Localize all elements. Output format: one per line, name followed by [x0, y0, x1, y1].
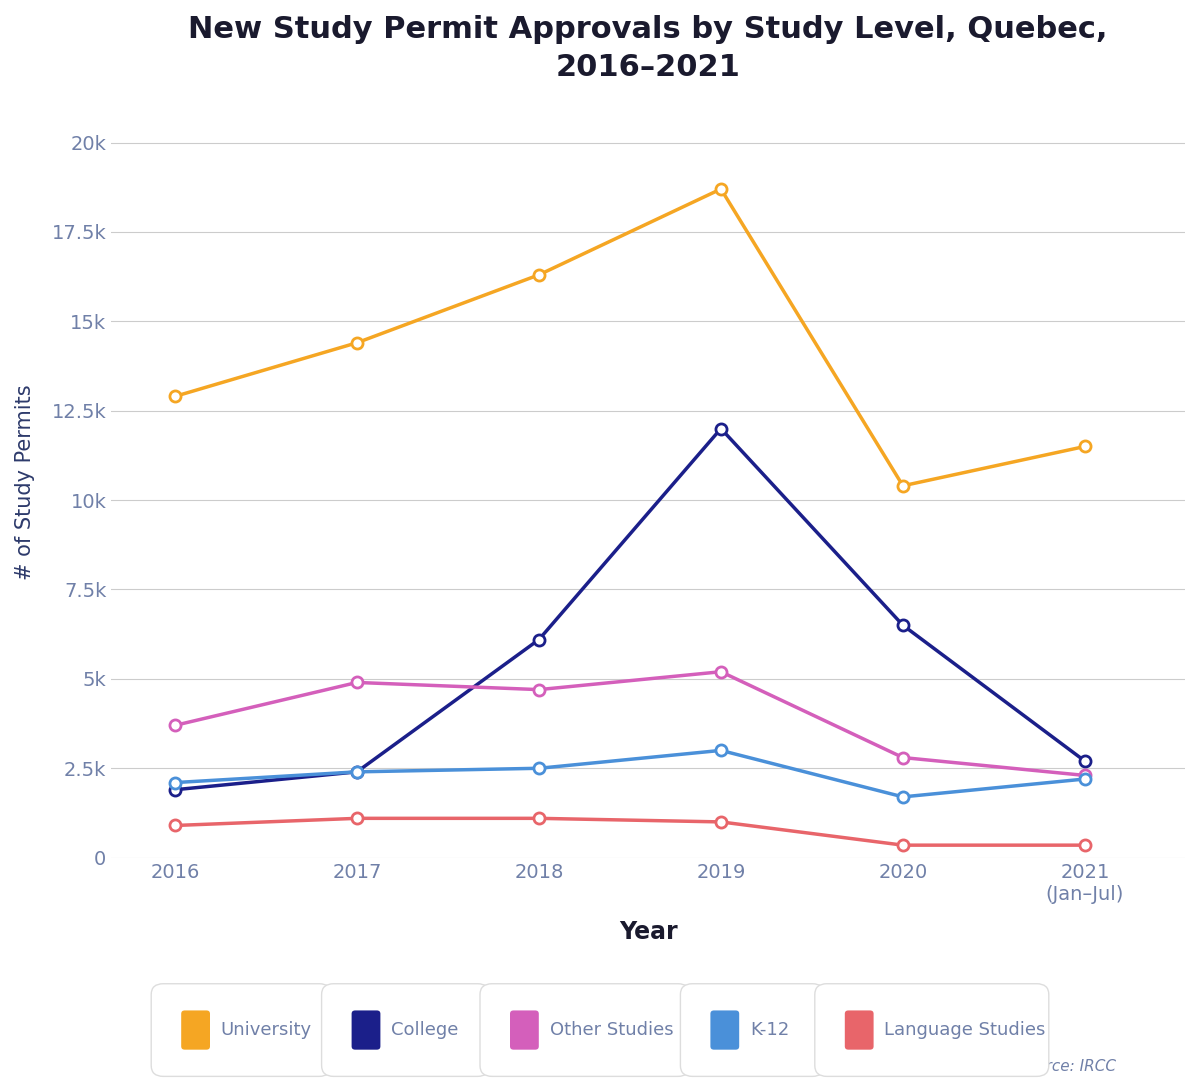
Text: University: University	[221, 1021, 312, 1039]
Text: College: College	[391, 1021, 458, 1039]
Text: K-12: K-12	[750, 1021, 790, 1039]
Text: Language Studies: Language Studies	[884, 1021, 1045, 1039]
Text: Other Studies: Other Studies	[550, 1021, 673, 1039]
Y-axis label: # of Study Permits: # of Study Permits	[14, 385, 35, 580]
Text: Source: IRCC: Source: IRCC	[1018, 1058, 1116, 1074]
Title: New Study Permit Approvals by Study Level, Quebec,
2016–2021: New Study Permit Approvals by Study Leve…	[188, 15, 1108, 82]
X-axis label: Year: Year	[619, 920, 678, 944]
